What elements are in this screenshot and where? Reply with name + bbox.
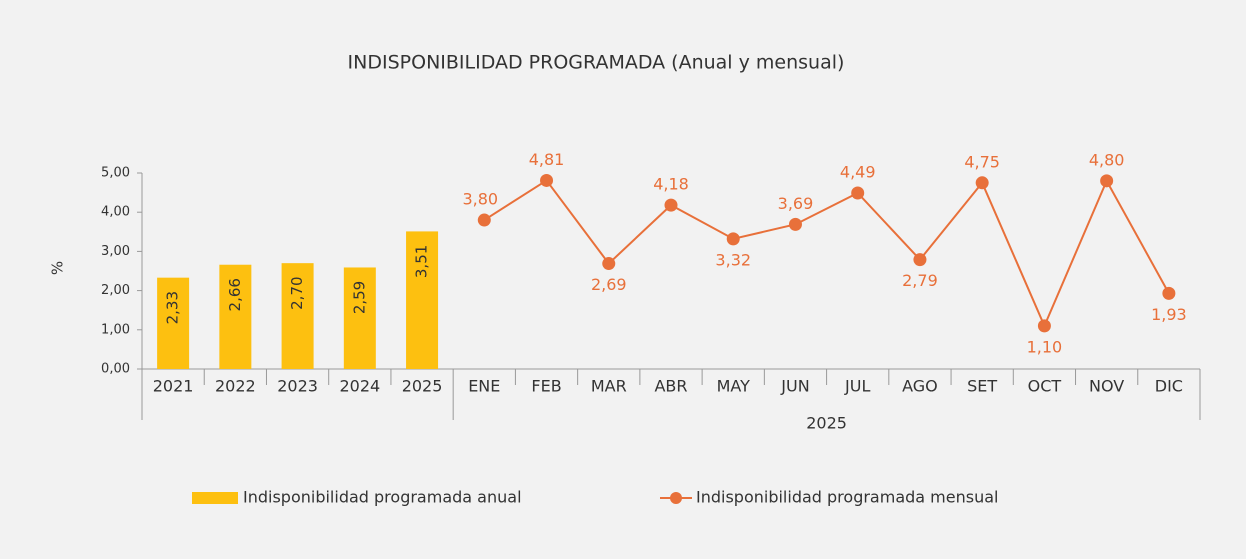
x-tick-label: ENE (468, 377, 500, 396)
line-value-label: 2,69 (591, 275, 627, 294)
bar-value-label: 2,66 (226, 278, 244, 311)
bar-value-label: 2,33 (164, 291, 182, 324)
y-axis-label: % (49, 261, 67, 275)
line (483, 178, 1170, 329)
chart-title: INDISPONIBILIDAD PROGRAMADA (Anual y men… (348, 52, 845, 74)
x-tick-label: AGO (902, 377, 938, 396)
legend-swatch-point (670, 492, 682, 504)
bar-value-label: 3,51 (413, 245, 431, 278)
x-tick-label: JUN (780, 377, 809, 396)
x-tick-label: 2024 (339, 377, 380, 396)
x-tick-label: MAR (591, 377, 627, 396)
x-tick-label: NOV (1089, 377, 1124, 396)
line-point (602, 257, 616, 271)
legend-label: Indisponibilidad programada mensual (696, 488, 998, 507)
line-point (913, 253, 927, 267)
line-value-label: 2,79 (902, 271, 938, 290)
line-value-label: 4,18 (653, 175, 689, 194)
line-point (1162, 286, 1176, 300)
bar (219, 264, 252, 369)
legend-label: Indisponibilidad programada anual (243, 488, 522, 507)
line-point (540, 173, 554, 187)
line-point (1037, 319, 1051, 333)
x-tick-label: SET (967, 377, 997, 396)
line-point (975, 176, 989, 190)
x-tick-label: OCT (1028, 377, 1062, 396)
x-tick-label: ABR (654, 377, 687, 396)
y-tick-label: 1,00 (101, 322, 130, 337)
y-tick-label: 5,00 (101, 166, 130, 181)
line-value-label: 4,49 (840, 162, 876, 181)
bar (406, 231, 439, 369)
line-point (477, 213, 491, 227)
bar-value-label: 2,70 (288, 276, 306, 309)
y-tick-label: 0,00 (101, 362, 130, 377)
x-group-label: 2025 (806, 414, 847, 433)
line-point (788, 217, 802, 231)
x-tick-label: DIC (1155, 377, 1183, 396)
x-tick-label: MAY (717, 377, 751, 396)
bar (281, 263, 314, 369)
line-value-label: 1,10 (1027, 337, 1063, 356)
line-value-label: 3,32 (715, 250, 751, 269)
x-tick-label: 2025 (402, 377, 443, 396)
bar-value-label: 2,59 (350, 281, 368, 314)
x-tick-label: FEB (531, 377, 561, 396)
line-point (1100, 174, 1114, 188)
line-value-label: 1,93 (1151, 305, 1187, 324)
line-point (664, 198, 678, 212)
line-value-label: 3,69 (778, 194, 814, 213)
y-tick-label: 2,00 (101, 283, 130, 298)
x-tick-label: 2023 (277, 377, 318, 396)
line-point (851, 186, 865, 200)
legend-swatch (192, 492, 238, 504)
line-value-label: 4,81 (529, 150, 565, 169)
bar (157, 277, 190, 369)
x-tick-label: 2022 (215, 377, 256, 396)
x-tick-label: JUL (844, 377, 870, 396)
line-value-label: 4,80 (1089, 150, 1125, 169)
line-value-label: 3,80 (462, 190, 498, 209)
line-value-label: 4,75 (964, 152, 1000, 171)
line-point (726, 232, 740, 246)
bar (343, 267, 376, 369)
y-tick-label: 3,00 (101, 244, 130, 259)
y-tick-label: 4,00 (101, 205, 130, 220)
x-tick-label: 2021 (153, 377, 194, 396)
